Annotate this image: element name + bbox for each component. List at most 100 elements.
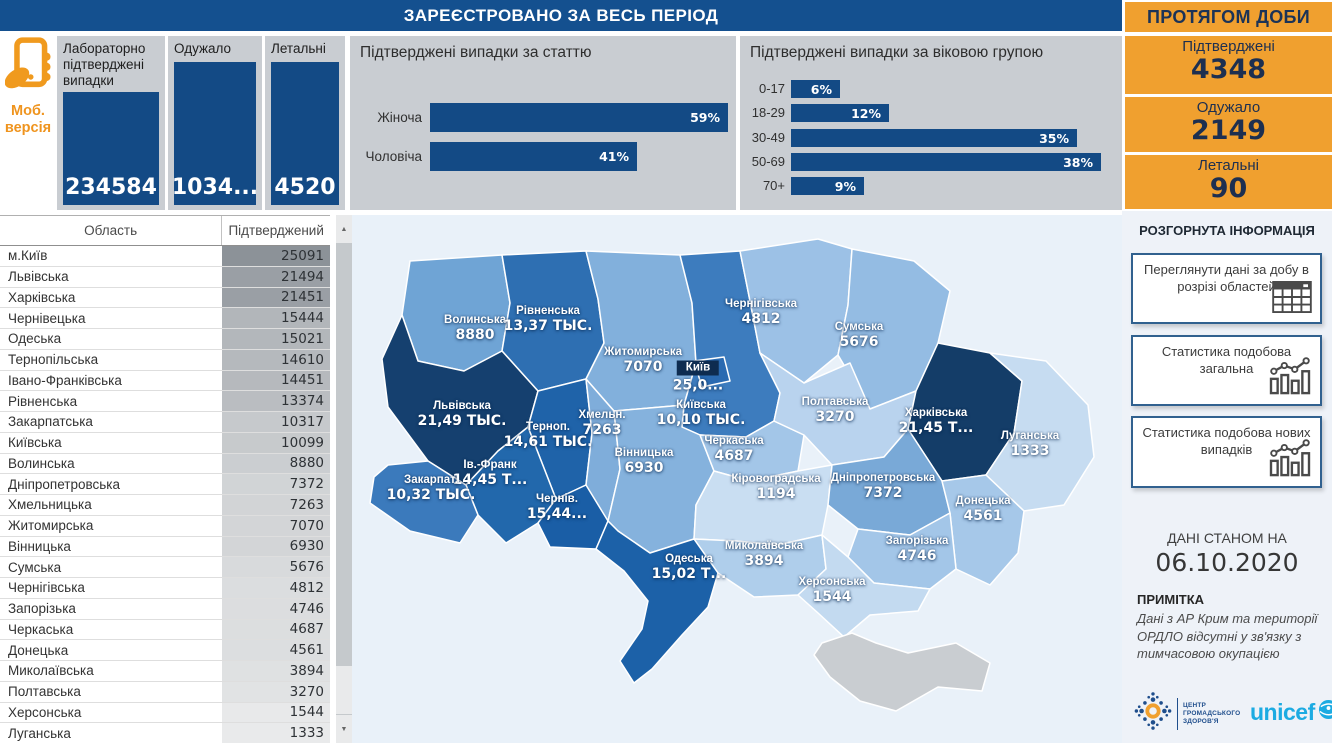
region-name-cell: Хмельницька (8, 497, 92, 513)
confirmed-value-cell: 25091 (222, 246, 330, 266)
button-label: Статистика подобова загальна (1161, 344, 1292, 376)
map-region-Житомирська[interactable] (585, 250, 697, 412)
map-region-Волинська[interactable] (401, 254, 511, 372)
table-icon (1272, 281, 1312, 317)
bar-value-label: 12% (851, 105, 881, 121)
region-table-body: м.Київ 25091 Львівська 21494 Харківська 21451… (0, 246, 330, 743)
confirmed-value-cell: 21494 (222, 266, 330, 287)
scrollbar-thumb[interactable] (336, 666, 352, 714)
region-name-cell: Чернівецька (8, 310, 86, 326)
table-row[interactable]: Волинська 8880 (0, 453, 330, 475)
bar-18-29[interactable]: 12% (791, 104, 889, 122)
table-row[interactable]: Рівненська 13374 (0, 391, 330, 412)
table-row[interactable]: Чернівецька 15444 (0, 308, 330, 329)
table-row[interactable]: Івано-Франківська 14451 (0, 370, 330, 392)
table-row[interactable]: Закарпатська 10317 (0, 412, 330, 433)
region-name-cell: Харківська (8, 289, 76, 305)
scroll-down-button[interactable]: ▼ (336, 715, 352, 743)
confirmed-value-cell: 14451 (222, 370, 330, 391)
scroll-up-button[interactable]: ▲ (336, 215, 352, 243)
category-label: Чоловіча (365, 149, 422, 164)
confirmed-value-cell: 4561 (222, 640, 330, 660)
region-name-cell: Запорізька (8, 601, 76, 617)
region-name-cell: м.Київ (8, 248, 48, 264)
confirmed-value-cell: 10099 (222, 432, 330, 453)
kpi-card-deaths-total[interactable]: Летальні 4520 (265, 36, 345, 210)
ukraine-choropleth-map: Волинська 8880 Рівненська 13,37 ТЫС. Житомир… (352, 215, 1122, 743)
table-row[interactable]: Одеська 15021 (0, 329, 330, 350)
table-row[interactable]: Вінницька 6930 (0, 536, 330, 558)
daily-card-deaths[interactable]: Летальні 90 (1125, 155, 1332, 209)
confirmed-value-cell: 14610 (222, 349, 330, 370)
chart-icon (1268, 357, 1312, 399)
category-label: 18-29 (751, 105, 785, 120)
phc-logo-text: ЦЕНТР ГРОМАДСЬКОГО ЗДОРОВ'Я (1183, 701, 1241, 725)
table-row[interactable]: Київська 10099 (0, 432, 330, 454)
region-name-cell: Івано-Франківська (8, 372, 122, 388)
table-row[interactable]: Полтавська 3270 (0, 681, 330, 703)
table-row[interactable]: Чернігівська 4812 (0, 578, 330, 599)
kpi-card-confirmed-total[interactable]: Лабораторно підтверджені випадки 234584 (57, 36, 165, 210)
bar-value-label: 38% (1063, 154, 1093, 170)
region-name-cell: Луганська (8, 725, 71, 741)
region-name-cell: Херсонська (8, 704, 82, 720)
region-name-cell: Сумська (8, 559, 62, 575)
map-region-Закарпат.[interactable] (369, 460, 479, 544)
bar-Жіноча[interactable]: 59% (430, 103, 728, 132)
bar-Чоловіча[interactable]: 41% (430, 142, 637, 171)
daily-stats-overall-button[interactable]: Статистика подобова загальна (1131, 335, 1322, 406)
table-row[interactable]: Дніпропетровська 7372 (0, 474, 330, 495)
bar-50-69[interactable]: 38% (791, 153, 1101, 171)
daily-stats-new-cases-button[interactable]: Статистика подобова нових випадків (1131, 416, 1322, 488)
kpi-value-box: 4520 (271, 62, 339, 205)
bar-0-17[interactable]: 6% (791, 80, 840, 98)
kpi-card-recovered-total[interactable]: Одужало 1034... (168, 36, 262, 210)
category-label: 50-69 (751, 154, 785, 169)
table-row[interactable]: Тернопільська 14610 (0, 349, 330, 371)
table-row[interactable]: Запорізька 4746 (0, 598, 330, 620)
table-row[interactable]: м.Київ 25091 (0, 246, 330, 267)
daily-card-label: Летальні (1198, 157, 1259, 174)
category-label: 30-49 (751, 130, 785, 145)
as-of-date: 06.10.2020 (1155, 548, 1299, 577)
kpi-value-box: 1034... (171, 62, 259, 205)
bar-value-label: 59% (690, 110, 720, 125)
column-header-confirmed[interactable]: Підтверджений (221, 216, 330, 245)
kpi-value: 1034... (171, 175, 259, 200)
table-row[interactable]: Хмельницька 7263 (0, 495, 330, 516)
region-name-cell: Одеська (8, 331, 62, 347)
mobile-version-link[interactable]: Моб. версія (1, 36, 55, 186)
daily-by-region-button[interactable]: Переглянути дані за добу в розрізі облас… (1131, 253, 1322, 324)
bar-30-49[interactable]: 35% (791, 129, 1077, 147)
confirmed-value-cell: 3270 (222, 681, 330, 702)
table-row[interactable]: Львівська 21494 (0, 266, 330, 288)
unicef-globe-icon (1318, 699, 1332, 726)
daily-card-recovered[interactable]: Одужало 2149 (1125, 97, 1332, 152)
table-row[interactable]: Сумська 5676 (0, 557, 330, 578)
region-name-cell: Житомирська (8, 518, 94, 534)
table-row[interactable]: Миколаївська 3894 (0, 661, 330, 682)
table-row[interactable]: Харківська 21451 (0, 287, 330, 309)
map-region-Херсонська[interactable] (797, 534, 931, 638)
daily-card-confirmed[interactable]: Підтверджені 4348 (1125, 36, 1332, 94)
confirmed-value-cell: 21451 (222, 287, 330, 308)
table-row[interactable]: Донецька 4561 (0, 640, 330, 661)
table-row[interactable]: Житомирська 7070 (0, 515, 330, 537)
table-row[interactable]: Черкаська 4687 (0, 619, 330, 641)
bar-value-label: 35% (1039, 130, 1069, 146)
page-title: ЗАРЕЄСТРОВАНО ЗА ВЕСЬ ПЕРІОД (403, 5, 719, 25)
note-title: ПРИМІТКА (1137, 592, 1205, 607)
bar-70+[interactable]: 9% (791, 177, 864, 195)
table-row[interactable]: Луганська 1333 (0, 723, 330, 743)
table-row[interactable]: Херсонська 1544 (0, 702, 330, 724)
column-header-region[interactable]: Область (84, 223, 138, 238)
unicef-wordmark: unicef (1250, 699, 1315, 725)
logo-divider (1177, 697, 1178, 730)
table-scrollbar[interactable]: ▲ ▼ (336, 215, 352, 743)
age-chart-panel: Підтверджені випадки за віковою групою 0… (740, 36, 1122, 210)
note-text: Дані з АР Крим та території ОРДЛО відсут… (1137, 611, 1318, 661)
region-table-header[interactable]: Область Підтверджений (0, 216, 330, 246)
map-region-Одеська[interactable] (595, 520, 719, 684)
map-region-Луганська[interactable] (985, 352, 1095, 512)
region-table: Область Підтверджений м.Київ 25091 Львівсь… (0, 215, 330, 743)
